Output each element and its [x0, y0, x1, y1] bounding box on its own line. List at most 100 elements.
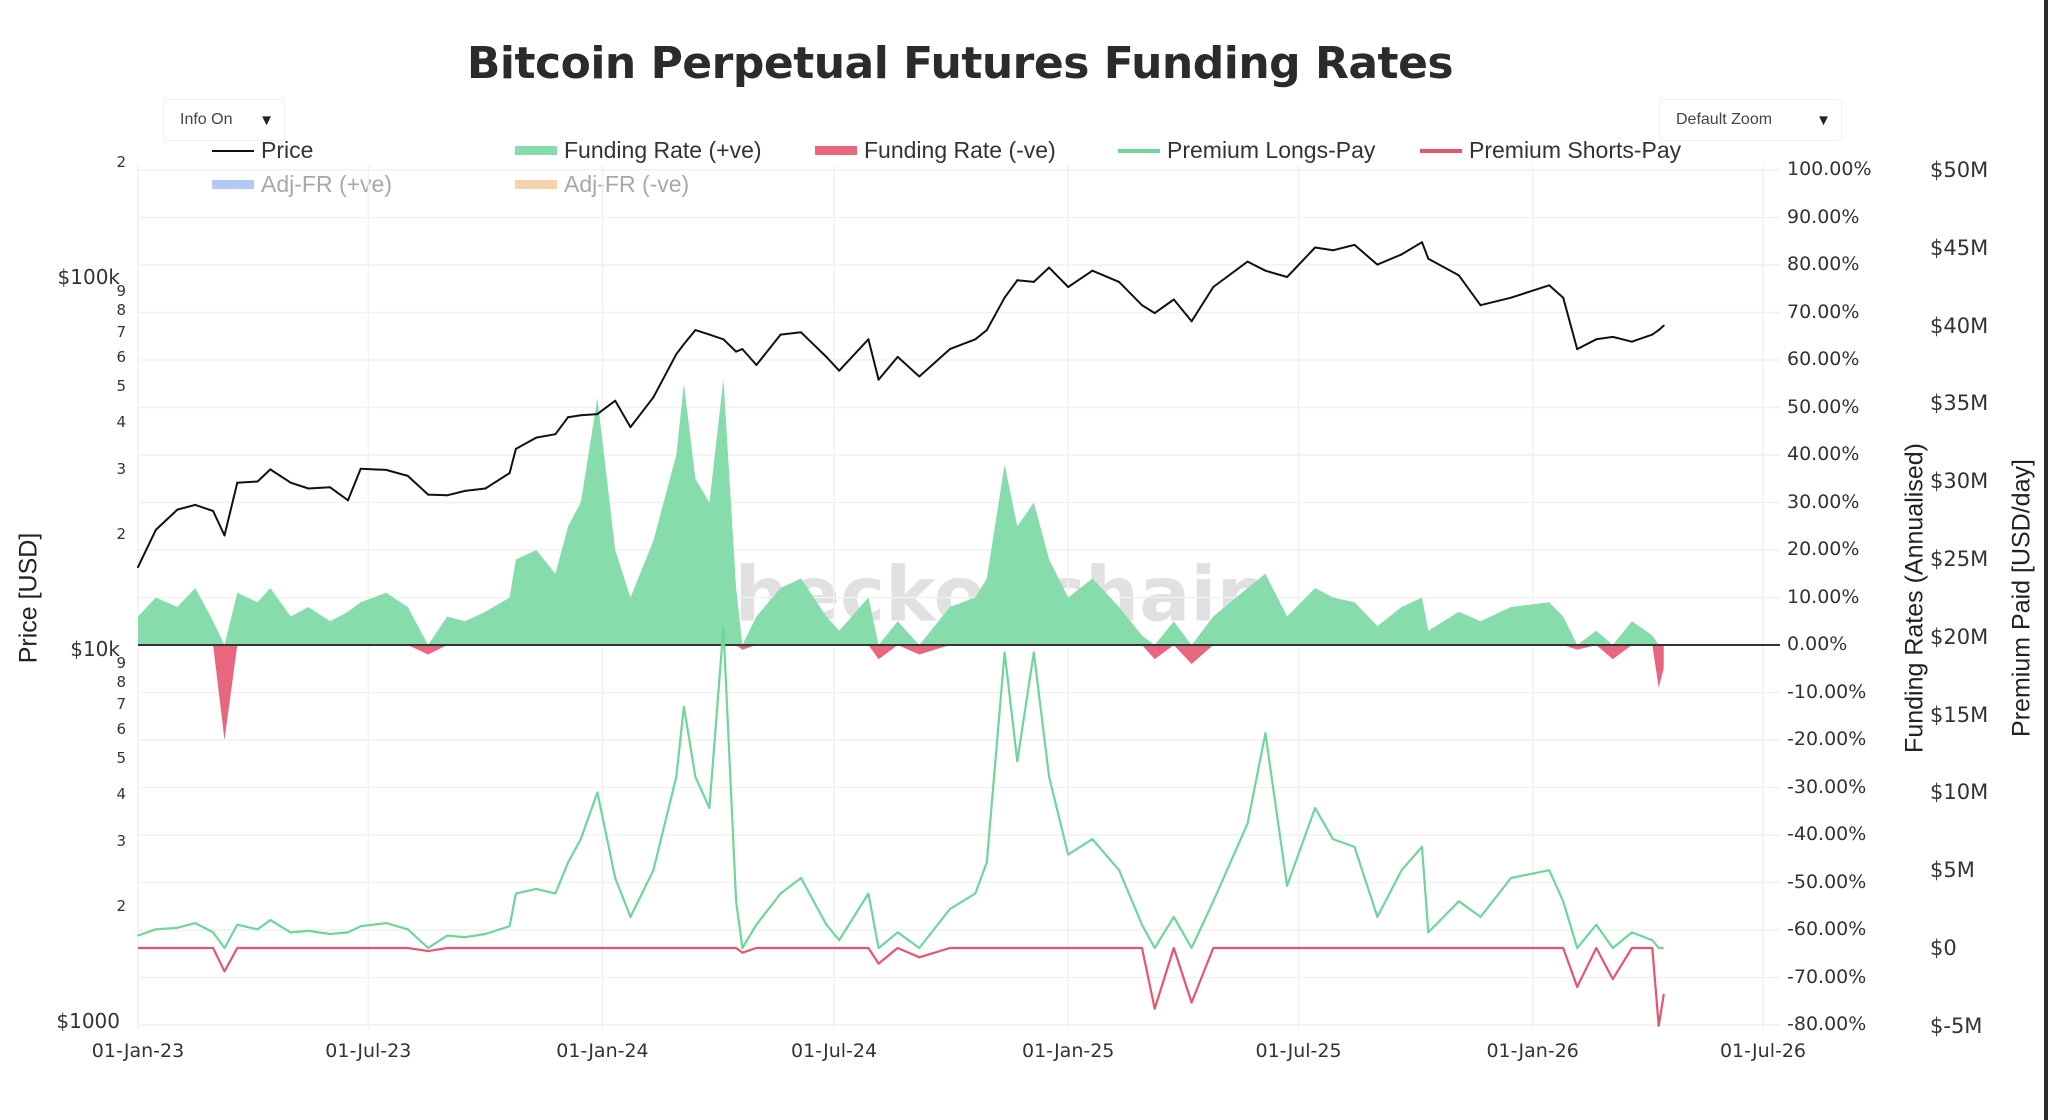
legend-label: Premium Shorts-Pay: [1469, 137, 1682, 163]
premium-tick-label: $10M: [1930, 780, 1989, 805]
premium-point: [1595, 923, 1598, 926]
window-edge: [2044, 0, 2048, 1120]
price-point: [223, 534, 226, 537]
premium-point: [484, 932, 487, 935]
premium-point: [406, 928, 409, 931]
price-minor-tick-label: 2: [116, 153, 126, 172]
premium-point: [1246, 822, 1249, 825]
premium-tick-label: $-5M: [1930, 1013, 1983, 1038]
premium-shorts-pay-line: [138, 946, 1665, 1027]
price-minor-tick-label: 3: [116, 459, 126, 478]
price-point: [918, 375, 921, 378]
funding-tick-label: -20.00%: [1787, 728, 1867, 750]
price-point: [652, 396, 655, 399]
info-dropdown[interactable]: Info On ▼: [163, 99, 285, 141]
price-major-tick-label: $100k: [57, 265, 120, 289]
price-point: [708, 333, 711, 336]
legend-item-adj-fr-ve[interactable]: Adj-FR (-ve): [515, 171, 689, 198]
premium-point: [1032, 651, 1035, 654]
price-point: [1172, 298, 1175, 301]
price-point: [1141, 304, 1144, 307]
price-minor-tick-label: 2: [116, 897, 126, 916]
premium-tick-label: $20M: [1930, 624, 1989, 649]
legend-label: Adj-FR (+ve): [261, 171, 392, 197]
premium-point: [1400, 869, 1403, 872]
price-point: [406, 474, 409, 477]
price-point: [194, 503, 197, 506]
price-point: [307, 487, 310, 490]
premium-point: [985, 861, 988, 864]
premium-point: [877, 962, 880, 965]
price-point: [154, 528, 157, 531]
premium-point: [675, 775, 678, 778]
price-minor-tick-label: 4: [116, 413, 126, 432]
price-point: [799, 331, 802, 334]
price-point: [1657, 329, 1660, 332]
premium-point: [722, 626, 725, 629]
price-point: [682, 343, 685, 346]
price-minor-tick-label: 4: [116, 785, 126, 804]
x-tick-label: 01-Jan-24: [556, 1040, 649, 1062]
funding-tick-label: 10.00%: [1787, 585, 1860, 608]
premium-point: [755, 923, 758, 926]
price-point: [614, 399, 617, 402]
x-tick-label: 01-Jul-23: [325, 1040, 412, 1062]
price-point: [385, 468, 388, 471]
premium-point: [427, 950, 430, 953]
funding-tick-label: -50.00%: [1787, 870, 1867, 893]
legend-item-funding-rate-ve[interactable]: Funding Rate (+ve): [515, 137, 762, 164]
price-point: [1286, 276, 1289, 278]
premium-point: [1630, 931, 1633, 934]
x-tick-label: 01-Jan-26: [1486, 1040, 1579, 1062]
price-line: [137, 241, 1665, 568]
premium-point: [1003, 651, 1006, 654]
premium-point: [1510, 876, 1513, 879]
premium-point: [1190, 1001, 1193, 1004]
funding-tick-label: -10.00%: [1787, 680, 1867, 703]
legend-label: Adj-FR (-ve): [564, 171, 690, 197]
price-point: [1457, 274, 1460, 277]
legend-swatch: [1420, 148, 1462, 153]
premium-point: [464, 936, 467, 939]
legend-item-premium-longs-pay[interactable]: Premium Longs-Pay: [1118, 137, 1375, 164]
premium-point: [652, 869, 655, 872]
price-point: [985, 329, 988, 332]
price-point: [974, 338, 977, 341]
price-point: [346, 499, 349, 502]
premium-point: [948, 908, 951, 911]
price-point: [554, 433, 557, 436]
price-minor-tick-label: 8: [116, 301, 126, 320]
funding-tick-label: 60.00%: [1787, 348, 1860, 370]
legend-item-funding-rate-ve[interactable]: Funding Rate (-ve): [815, 137, 1056, 164]
price-point: [1048, 266, 1051, 269]
premium-tick-label: $50M: [1930, 158, 1989, 182]
price-point: [269, 468, 272, 471]
price-minor-tick-label: 8: [116, 673, 126, 692]
premium-tick-label: $15M: [1930, 702, 1989, 727]
price-point: [1400, 253, 1403, 256]
price-point: [137, 566, 139, 569]
x-tick-label: 01-Jul-26: [1719, 1040, 1807, 1062]
zoom-dropdown[interactable]: Default Zoom ▼: [1659, 99, 1842, 141]
premium-point: [896, 931, 899, 934]
premium-point: [535, 887, 538, 890]
legend-item-premium-shorts-pay[interactable]: Premium Shorts-Pay: [1420, 137, 1681, 164]
price-point: [535, 436, 538, 439]
premium-point: [385, 922, 388, 925]
premium-point: [825, 923, 828, 926]
legend-item-adj-fr-ve[interactable]: Adj-FR (+ve): [212, 171, 392, 198]
premium-point: [289, 931, 292, 934]
premium-point: [1091, 838, 1094, 841]
price-minor-tick-label: 6: [116, 719, 126, 738]
price-point: [1595, 338, 1598, 341]
price-point: [779, 333, 782, 336]
price-point: [1562, 296, 1565, 299]
legend-item-price[interactable]: Price: [212, 137, 313, 164]
premium-point: [567, 861, 570, 864]
premium-point: [799, 876, 802, 879]
price-point: [629, 426, 632, 429]
premium-point: [1611, 978, 1614, 981]
premium-point: [779, 892, 782, 895]
price-point: [838, 369, 841, 372]
